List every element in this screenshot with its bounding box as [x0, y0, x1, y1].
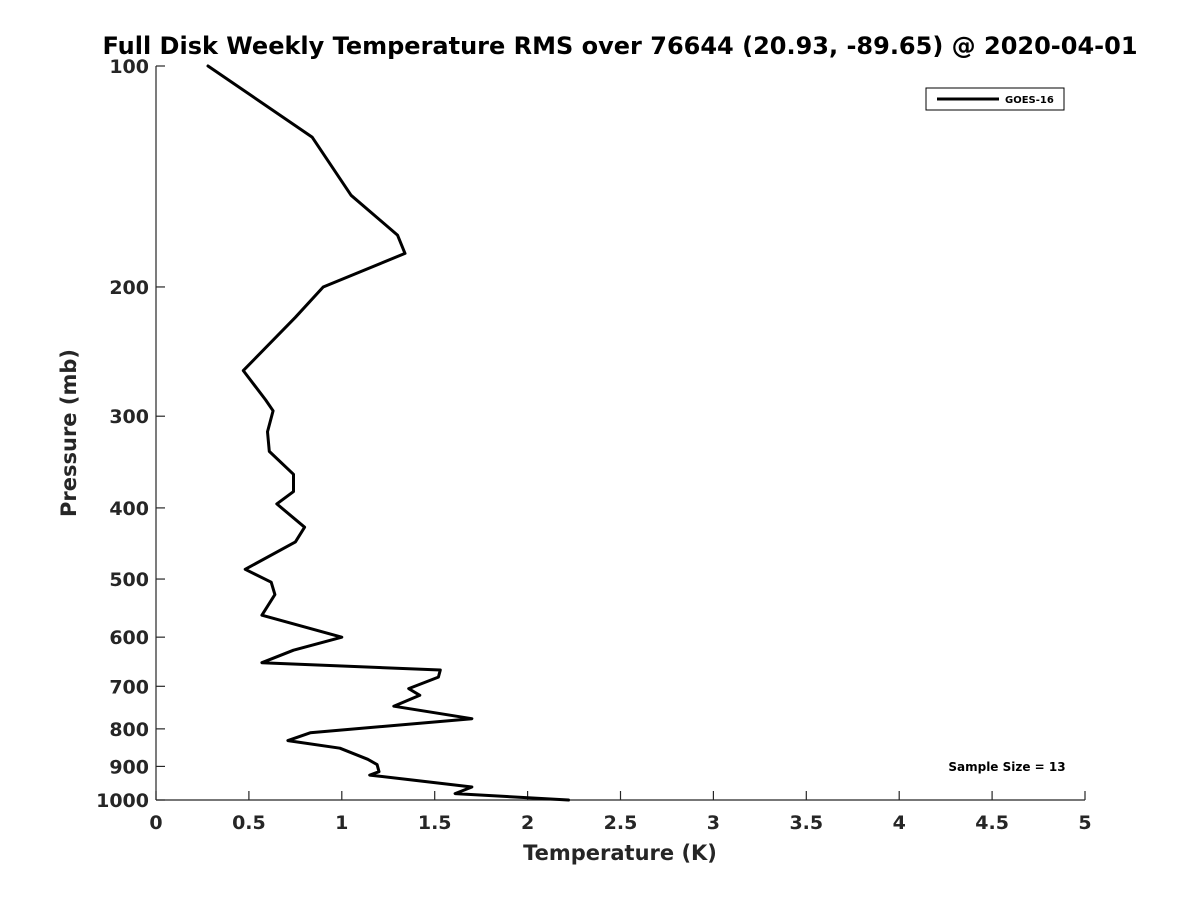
chart-title: Full Disk Weekly Temperature RMS over 76…	[102, 32, 1137, 60]
y-tick-label: 500	[109, 569, 149, 591]
y-tick-label: 1000	[96, 790, 149, 812]
x-tick-label: 0	[149, 812, 162, 834]
x-tick-label: 0.5	[232, 812, 266, 834]
x-tick-label: 3	[707, 812, 720, 834]
y-tick-label: 600	[109, 627, 149, 649]
x-tick-label: 2.5	[604, 812, 638, 834]
x-ticks: 0 0.5 1 1.5 2 2.5 3 3.5 4 4.5 5	[149, 791, 1092, 834]
x-tick-label: 2	[521, 812, 534, 834]
y-tick-label: 400	[109, 498, 149, 520]
series-line-goes-16	[206, 64, 570, 802]
y-ticks: 100 200 300 400 500 600 700 800 900 1000	[96, 56, 165, 812]
y-tick-label: 300	[109, 406, 149, 428]
y-tick-label: 900	[109, 756, 149, 778]
x-tick-label: 1.5	[418, 812, 452, 834]
x-tick-label: 3.5	[789, 812, 823, 834]
x-tick-label: 5	[1078, 812, 1091, 834]
y-axis-label: Pressure (mb)	[57, 349, 81, 517]
x-axis-label: Temperature (K)	[523, 841, 717, 865]
sample-size-annotation: Sample Size = 13	[948, 760, 1065, 774]
y-tick-label: 100	[109, 56, 149, 78]
legend-label: GOES-16	[1005, 95, 1054, 106]
x-tick-label: 4	[893, 812, 906, 834]
y-tick-label: 200	[109, 277, 149, 299]
y-tick-label: 700	[109, 676, 149, 698]
legend: GOES-16	[925, 87, 1065, 111]
y-tick-label: 800	[109, 719, 149, 741]
x-tick-label: 4.5	[975, 812, 1009, 834]
x-tick-label: 1	[335, 812, 348, 834]
